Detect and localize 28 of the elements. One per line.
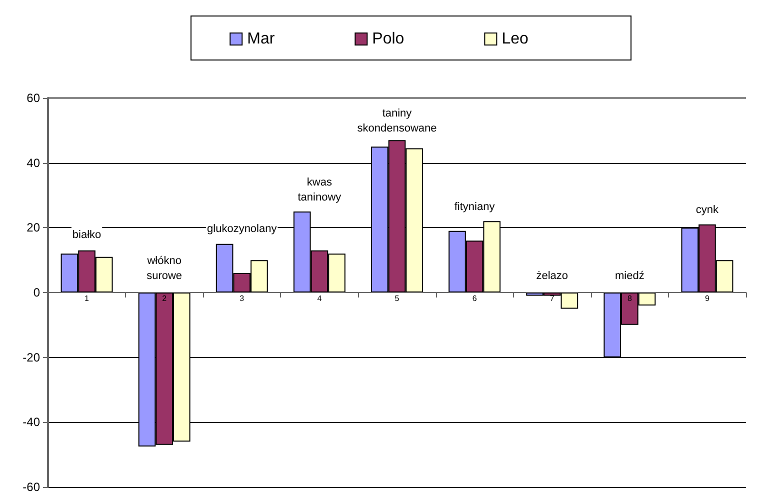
- annotation: białko: [72, 229, 102, 242]
- x-tick-label: 3: [240, 294, 245, 303]
- y-tick-label: 20: [26, 220, 40, 235]
- annotation: włókno surowe: [146, 255, 182, 282]
- x-tick-label: 5: [394, 294, 400, 303]
- x-tick-label: 8: [627, 294, 632, 303]
- annotation: glukozynolany: [207, 222, 278, 235]
- x-tick-label: 1: [84, 294, 90, 303]
- y-tick-label: -20: [22, 350, 40, 364]
- annotation: kwas taninowy: [298, 176, 342, 204]
- x-tick-label: 6: [472, 294, 478, 303]
- y-tick-label: 0: [33, 286, 40, 300]
- annotation: żelazo: [536, 270, 568, 282]
- annotation: fityniany: [454, 200, 496, 213]
- y-tick-label: -40: [22, 415, 40, 430]
- y-tick-label: -60: [22, 480, 40, 494]
- annotation: cynk: [696, 204, 720, 216]
- legend-label: Leo: [502, 30, 528, 48]
- x-tick-label: 2: [162, 294, 168, 303]
- x-tick-label: 4: [317, 294, 322, 303]
- y-tick-label: 40: [26, 156, 40, 170]
- annotation: miedź: [614, 270, 644, 282]
- annotation: taniny skondensowane: [357, 107, 437, 134]
- x-tick-label: 9: [704, 294, 710, 303]
- x-tick-label: 7: [550, 294, 555, 303]
- legend-label: Mar: [247, 30, 276, 48]
- legend-label: Polo: [372, 30, 404, 48]
- y-tick-label: 60: [26, 91, 40, 105]
